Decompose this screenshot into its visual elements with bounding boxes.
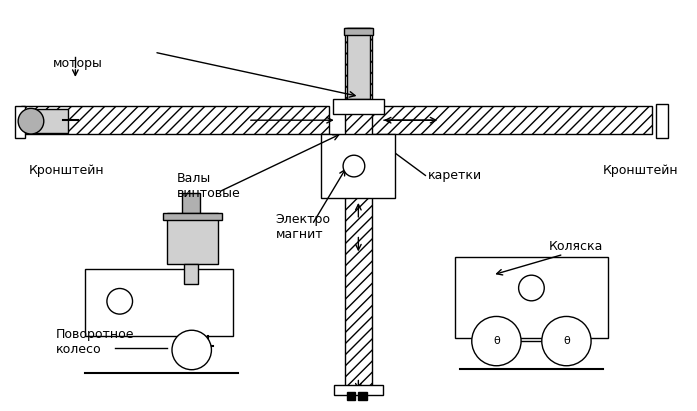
Circle shape: [542, 316, 591, 366]
Bar: [455, 257, 608, 338]
Circle shape: [18, 109, 44, 134]
Text: Поворотное
колесо: Поворотное колесо: [56, 328, 134, 356]
Bar: [85, 269, 233, 336]
Text: Кронштейн: Кронштейн: [29, 164, 105, 177]
Bar: [346, 28, 370, 99]
Text: Валы
винтовые: Валы винтовые: [177, 173, 240, 201]
Bar: [656, 104, 668, 138]
Bar: [163, 213, 222, 220]
Bar: [21, 106, 329, 134]
Bar: [321, 134, 395, 198]
Bar: [344, 28, 373, 35]
Text: θ: θ: [563, 336, 570, 346]
Text: моторы: моторы: [53, 57, 102, 70]
Circle shape: [472, 316, 521, 366]
Bar: [167, 213, 218, 264]
Bar: [23, 109, 68, 133]
Bar: [184, 264, 198, 284]
Bar: [334, 386, 383, 395]
Bar: [15, 106, 25, 138]
Bar: [372, 106, 652, 134]
Circle shape: [107, 289, 132, 314]
Bar: [332, 99, 384, 114]
Text: Коляска: Коляска: [549, 240, 603, 252]
Bar: [182, 193, 199, 213]
Text: θ: θ: [493, 336, 500, 346]
Text: Электро
магнит: Электро магнит: [275, 213, 330, 241]
Bar: [358, 393, 367, 400]
Bar: [346, 393, 355, 400]
Circle shape: [343, 155, 365, 177]
Bar: [344, 28, 372, 393]
Text: каретки: каретки: [427, 169, 482, 182]
Circle shape: [172, 330, 211, 369]
Text: Кронштейн: Кронштейн: [603, 164, 679, 177]
Circle shape: [519, 275, 544, 301]
